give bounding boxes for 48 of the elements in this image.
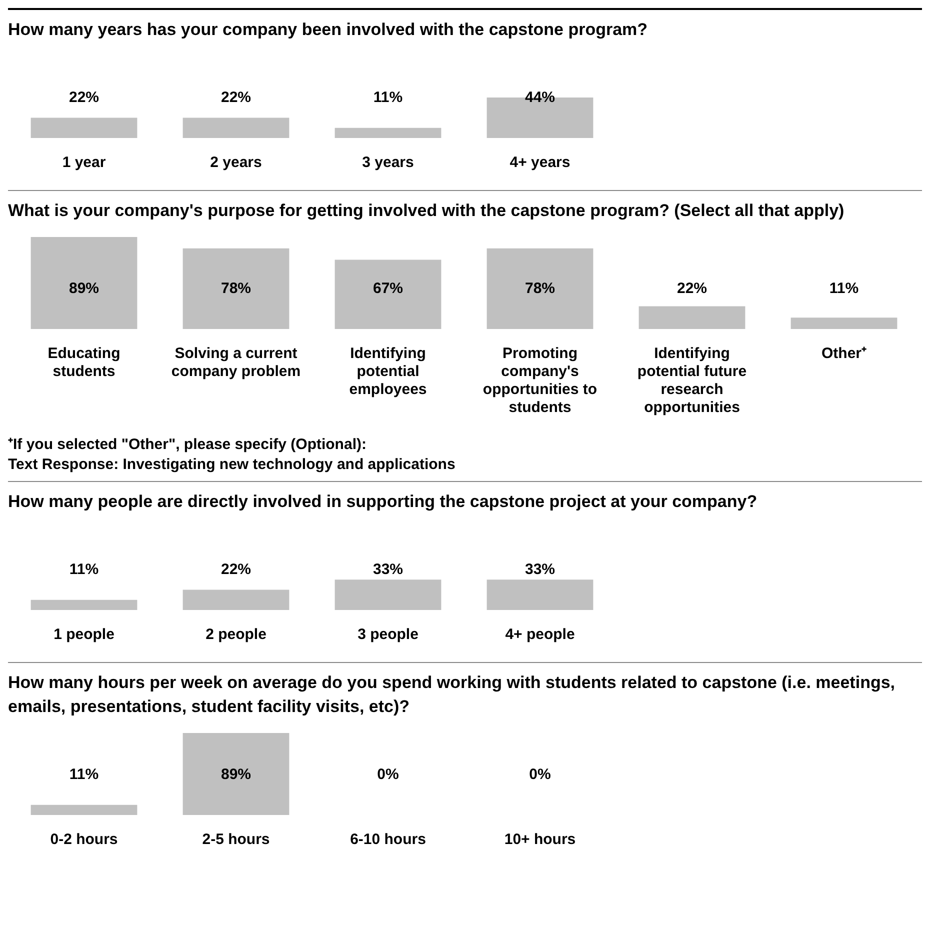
data-label: 33% — [372, 561, 404, 578]
data-label: 11% — [829, 280, 859, 298]
x-tick-label: 2-5 hours — [202, 831, 270, 848]
x-tick-label: Identifying potential employees — [349, 345, 427, 398]
bar — [334, 260, 442, 329]
data-label: 11% — [69, 766, 99, 784]
x-tick-label: 1 people — [54, 626, 114, 644]
data-label: 33% — [524, 561, 556, 578]
text: Text Response: Investigating new technology and applications — [8, 455, 456, 475]
x-tick-label: 3 people — [358, 626, 418, 644]
x-tick-label: 4+ years — [510, 154, 570, 172]
data-label: 11% — [373, 89, 403, 106]
data-label: 0% — [529, 766, 551, 784]
bar — [30, 237, 138, 329]
data-label: 11% — [69, 561, 99, 578]
data-label: 22% — [68, 89, 100, 106]
x-tick-label: Solving a current company problem — [171, 345, 301, 380]
x-tick-label: 10+ hours — [504, 831, 576, 848]
data-label: 44% — [524, 89, 556, 106]
data-label: 22% — [676, 280, 708, 298]
data-label: 22% — [220, 89, 252, 106]
data-label: 78% — [220, 280, 252, 298]
data-label: 22% — [220, 561, 252, 578]
data-label: 78% — [524, 280, 556, 298]
x-tick-label: Educating students — [48, 345, 120, 380]
bar — [638, 306, 746, 329]
bar — [182, 248, 290, 329]
data-label: 89% — [68, 280, 100, 298]
bar — [486, 248, 594, 329]
data-label: 0% — [377, 766, 399, 784]
chart-title: How many hours per week on average do you spend working with students related to capstone (i.e. meetings, emails, presentations, student facility visits, etc)? — [8, 672, 896, 718]
x-tick-label: 4+ people — [505, 626, 575, 644]
data-label: 67% — [372, 280, 404, 298]
bar — [790, 318, 898, 329]
x-tick-label: Promoting company's opportunities to students — [482, 345, 598, 416]
x-tick-label: 1 year — [62, 154, 106, 172]
chart-title: How many people are directly involved in supporting the capstone project at your company? — [8, 491, 758, 513]
x-tick-label: 6-10 hours — [350, 831, 426, 848]
x-tick-label: 2 years — [210, 154, 262, 172]
chart-title: What is your company's purpose for getting involved with the capstone program? (Select all that apply) — [8, 200, 846, 222]
x-tick-label: Other⁺ — [821, 345, 867, 362]
data-label: 89% — [220, 766, 252, 784]
x-tick-label: Identifying potential future research opportunities — [637, 345, 747, 416]
chart-title: How many years has your company been involved with the capstone program? — [8, 19, 649, 41]
text: ⁺If you selected "Other", please specify (Optional): — [8, 435, 368, 455]
x-tick-label: 2 people — [206, 626, 266, 644]
x-tick-label: 3 years — [362, 154, 414, 172]
x-tick-label: 0-2 hours — [50, 831, 118, 848]
